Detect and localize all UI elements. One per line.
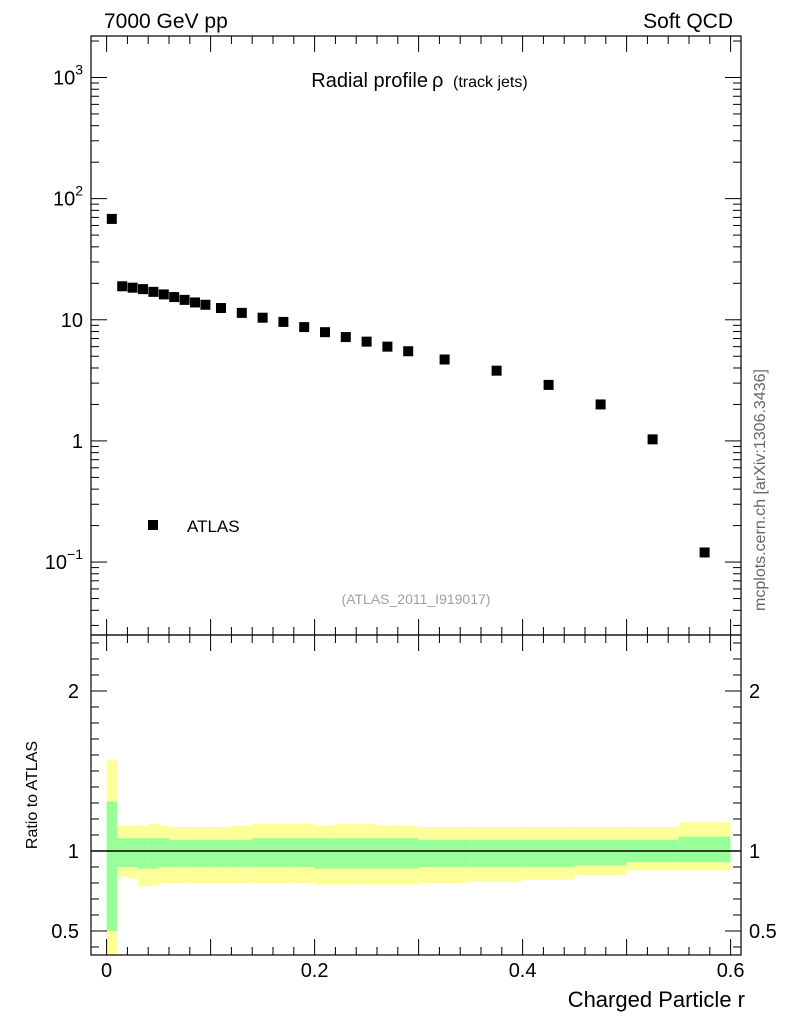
ratio-band-inner bbox=[273, 838, 294, 867]
ratio-band-inner bbox=[210, 839, 232, 867]
ratio-panel-ticks bbox=[91, 635, 741, 955]
data-point bbox=[138, 284, 148, 295]
ratio-panel-y-tick-labels: 0.5 0.5 1 1 2 2 bbox=[51, 681, 777, 943]
ratio-y-tick-label-right: 2 bbox=[749, 681, 760, 703]
main-panel-y-tick-labels: 10−1 1 10 102 103 bbox=[45, 61, 83, 574]
ratio-band-inner bbox=[397, 838, 419, 869]
ratio-band-inner bbox=[179, 839, 190, 867]
main-panel: 10−1 1 10 102 103 Radial profile ρ (track je… bbox=[45, 35, 742, 636]
ratio-panel: 0.5 0.5 1 1 2 2 0 0.2 0.4 0.6 Ratio to ATLAS Cha… bbox=[24, 634, 777, 1012]
header-right-label: Soft QCD bbox=[643, 10, 733, 33]
data-point bbox=[200, 299, 211, 310]
y-tick-label: 103 bbox=[53, 61, 83, 89]
data-point bbox=[127, 282, 138, 293]
ratio-band-inner bbox=[189, 839, 211, 867]
data-point bbox=[595, 399, 606, 410]
data-point bbox=[699, 547, 710, 558]
x-axis-label: Charged Particle r bbox=[568, 987, 745, 1012]
legend-label: ATLAS bbox=[187, 517, 240, 536]
analysis-watermark: (ATLAS_2011_I919017) bbox=[342, 591, 491, 607]
header-left-label: 7000 GeV pp bbox=[104, 10, 228, 33]
y-tick-label: 1 bbox=[72, 431, 83, 453]
ratio-bands bbox=[106, 759, 731, 955]
ratio-panel-frame bbox=[90, 634, 742, 956]
data-point bbox=[299, 322, 310, 333]
ratio-band-inner bbox=[678, 836, 731, 863]
y-tick-label: 10 bbox=[61, 310, 83, 332]
ratio-band-inner bbox=[522, 839, 575, 867]
ratio-y-tick-label-left: 2 bbox=[68, 681, 79, 703]
ratio-panel-x-tick-labels: 0 0.2 0.4 0.6 bbox=[101, 960, 744, 982]
data-point bbox=[236, 307, 247, 318]
y-tick-label: 102 bbox=[53, 183, 83, 211]
data-point bbox=[117, 281, 128, 292]
data-point bbox=[278, 316, 289, 327]
ratio-y-tick-label-left: 0.5 bbox=[51, 921, 79, 943]
ratio-band-inner bbox=[158, 838, 169, 867]
data-point bbox=[257, 312, 268, 323]
ratio-band-inner bbox=[117, 838, 128, 867]
main-panel-ticks bbox=[91, 36, 741, 635]
ratio-band-inner bbox=[169, 839, 180, 867]
data-point bbox=[320, 327, 330, 338]
ratio-band-inner bbox=[148, 838, 159, 869]
ratio-band-inner bbox=[106, 801, 117, 931]
ratio-band-inner bbox=[252, 838, 273, 867]
ratio-band-inner bbox=[293, 838, 315, 867]
side-source-label: mcplots.cern.ch [arXiv:1306.3436] bbox=[752, 369, 769, 611]
data-point bbox=[169, 292, 180, 303]
data-point bbox=[190, 297, 200, 308]
main-title-suffix: (track jets) bbox=[453, 74, 528, 91]
ratio-band-inner bbox=[470, 839, 523, 867]
x-tick-label: 0 bbox=[101, 960, 112, 982]
ratio-band-inner bbox=[418, 839, 471, 867]
ratio-band-inner bbox=[231, 839, 253, 867]
ratio-y-tick-label-right: 1 bbox=[749, 841, 760, 863]
ratio-band-inner bbox=[314, 838, 336, 869]
data-point bbox=[647, 434, 658, 445]
ratio-band-inner bbox=[137, 838, 149, 869]
data-point bbox=[216, 303, 226, 314]
x-tick-label: 0.4 bbox=[509, 960, 537, 982]
data-point bbox=[106, 213, 117, 224]
ratio-band-inner bbox=[127, 838, 138, 867]
data-point bbox=[403, 346, 414, 357]
data-point bbox=[340, 332, 351, 343]
main-title-symbol: ρ bbox=[432, 70, 443, 92]
data-point bbox=[491, 365, 502, 376]
y-tick-label: 10−1 bbox=[45, 546, 83, 574]
x-tick-label: 0.2 bbox=[301, 960, 329, 982]
ratio-y-axis-label: Ratio to ATLAS bbox=[24, 741, 41, 849]
data-point bbox=[361, 336, 372, 347]
x-tick-label: 0.6 bbox=[717, 960, 745, 982]
data-point bbox=[179, 294, 190, 305]
ratio-y-tick-label-right: 0.5 bbox=[749, 921, 777, 943]
data-point bbox=[543, 379, 554, 390]
main-panel-points bbox=[106, 213, 710, 558]
ratio-band-inner bbox=[335, 838, 357, 869]
ratio-band-inner bbox=[356, 838, 377, 869]
data-point bbox=[158, 289, 169, 300]
ratio-band-inner bbox=[574, 839, 627, 866]
ratio-y-tick-label-left: 1 bbox=[68, 841, 79, 863]
legend-marker bbox=[148, 520, 158, 530]
main-title: Radial profile bbox=[311, 70, 428, 92]
data-point bbox=[382, 341, 393, 352]
ratio-band-inner bbox=[377, 838, 398, 869]
data-point bbox=[148, 286, 159, 297]
data-point bbox=[439, 354, 450, 365]
